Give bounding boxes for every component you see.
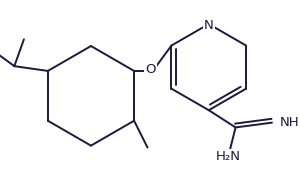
Text: NH: NH	[280, 116, 299, 129]
Text: H₂N: H₂N	[215, 150, 240, 163]
Text: N: N	[204, 19, 214, 32]
Text: O: O	[145, 63, 156, 77]
